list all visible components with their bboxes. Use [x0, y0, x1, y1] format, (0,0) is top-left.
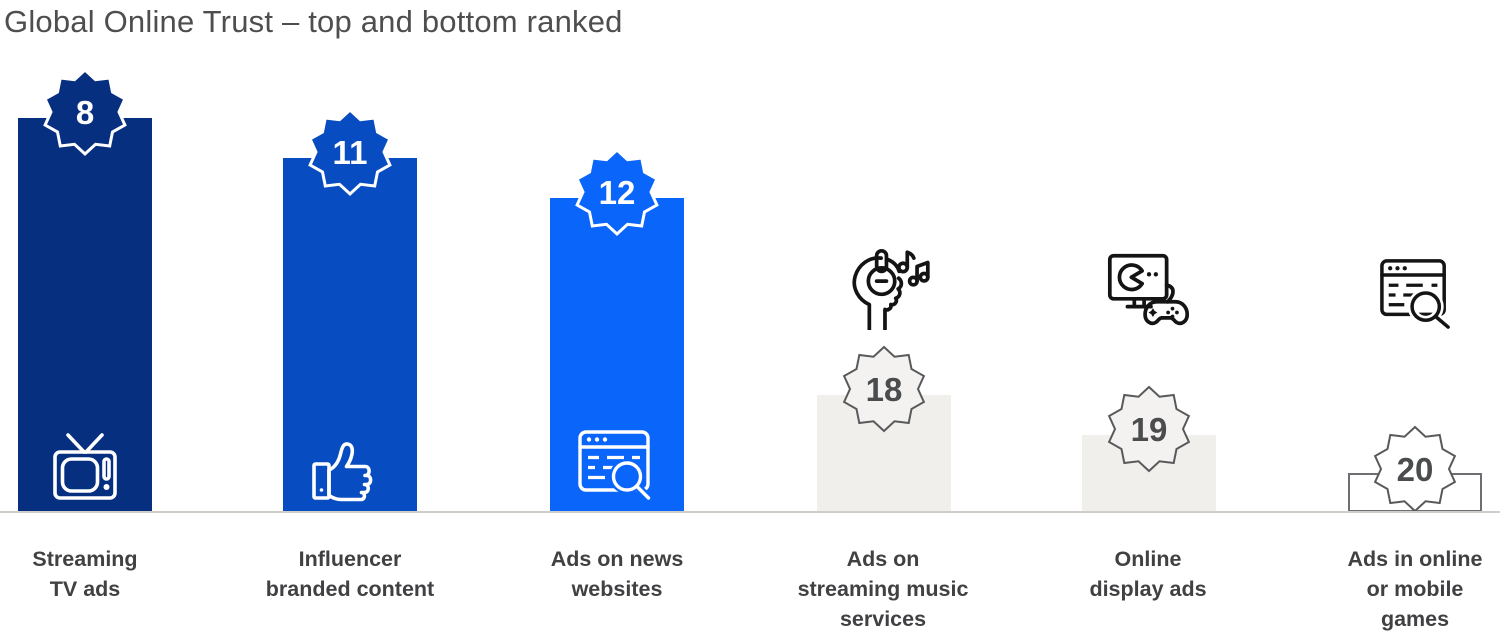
- browser-search-icon: [578, 430, 653, 502]
- rank-badge-number: 11: [333, 134, 368, 171]
- seal-shape: [308, 107, 392, 197]
- seal-shape: [1107, 385, 1191, 473]
- seal-shape: [43, 67, 127, 157]
- category-label-influencer-branded-content: Influencer branded content: [265, 547, 435, 601]
- bar: 11: [283, 107, 417, 512]
- tv-icon: [53, 433, 117, 500]
- chart-title: Global Online Trust – top and bottom ran…: [4, 4, 623, 39]
- category-label-streaming-tv-ads: Streaming TV ads: [32, 547, 138, 601]
- rank-badge-number: 20: [1397, 451, 1434, 488]
- rank-badge: 20: [1373, 425, 1457, 513]
- rank-badge: 11: [308, 107, 392, 197]
- bar: 19: [1082, 385, 1216, 512]
- rank-badge: 19: [1107, 385, 1191, 473]
- bar: 20: [1348, 425, 1482, 513]
- rank-badge: 12: [575, 147, 659, 237]
- seal-shape: [575, 147, 659, 237]
- magnifier: [611, 461, 651, 500]
- category-label-ads-on-streaming-music-services: Ads on streaming music services: [797, 547, 969, 631]
- category-label-online-display-ads: Online display ads: [1089, 547, 1207, 601]
- thumbs-up-icon: [312, 442, 373, 502]
- rank-badge: 8: [43, 67, 127, 157]
- rank-badge-number: 18: [866, 371, 903, 408]
- browser-search-icon: [1380, 259, 1453, 330]
- cuff-dot: [319, 488, 324, 492]
- rank-badge-number: 12: [599, 174, 636, 211]
- axis-baseline: [0, 511, 1500, 513]
- bar: 8: [18, 67, 152, 512]
- gaming-display-icon: [1107, 253, 1190, 326]
- bar: 12: [550, 147, 684, 512]
- category-label-ads-in-online-or-mobile-games: Ads in online or mobile games: [1347, 547, 1483, 631]
- rank-badge-number: 8: [76, 94, 94, 131]
- category-label-ads-on-news-websites: Ads on news websites: [550, 547, 684, 601]
- music-listener-icon: [852, 248, 930, 330]
- rank-badge: 18: [842, 345, 926, 433]
- tv-dot: [103, 484, 110, 490]
- bar: 18: [817, 345, 951, 512]
- magnifier: [1410, 291, 1450, 329]
- rank-badge-number: 19: [1131, 411, 1168, 448]
- seal-shape: [842, 345, 926, 433]
